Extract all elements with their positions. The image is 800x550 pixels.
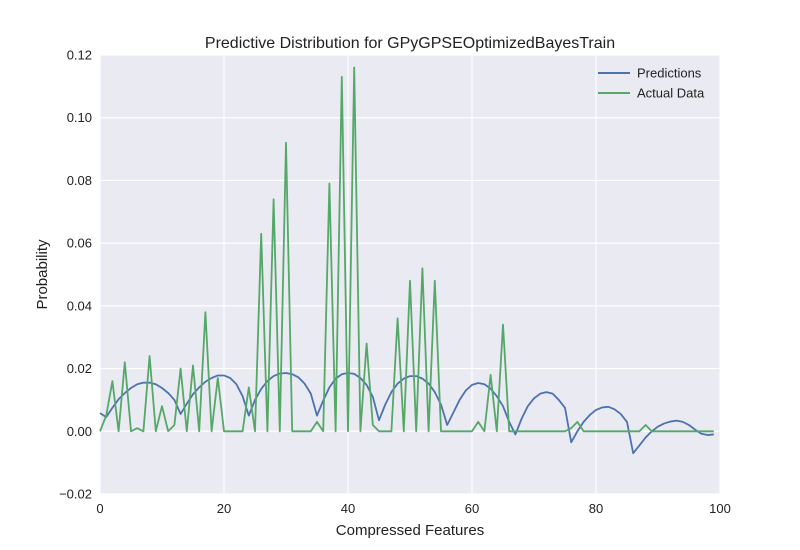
series-line-actual-data (99, 66, 714, 433)
grid (99, 54, 721, 495)
x-axis-ticks: 0 20 40 60 80 100 (96, 501, 730, 516)
y-axis-ticks: −0.02 0.00 0.02 0.04 0.06 0.08 0.10 0.12 (59, 48, 92, 502)
x-tick-label: 80 (589, 501, 603, 516)
x-tick-label: 100 (709, 501, 731, 516)
legend: Predictions Actual Data (598, 66, 705, 101)
y-tick-label: 0.06 (67, 236, 92, 251)
y-tick-label: 0.12 (67, 48, 92, 63)
x-tick-label: 20 (217, 501, 231, 516)
series-layer (99, 66, 714, 455)
y-tick-label: 0.02 (67, 361, 92, 376)
y-tick-label: 0.08 (67, 173, 92, 188)
chart-title: Predictive Distribution for GPyGPSEOptim… (205, 35, 615, 52)
legend-label: Predictions (637, 66, 702, 81)
legend-label: Actual Data (637, 86, 705, 101)
y-tick-label: 0.00 (67, 424, 92, 439)
y-tick-label: 0.10 (67, 110, 92, 125)
x-tick-label: 0 (96, 501, 103, 516)
x-tick-label: 40 (341, 501, 355, 516)
plot-area (100, 55, 720, 494)
x-axis-label: Compressed Features (336, 522, 484, 539)
x-tick-label: 60 (465, 501, 479, 516)
y-tick-label: 0.04 (67, 298, 92, 313)
y-axis-label: Probability (34, 239, 51, 310)
y-tick-label: −0.02 (59, 487, 92, 502)
